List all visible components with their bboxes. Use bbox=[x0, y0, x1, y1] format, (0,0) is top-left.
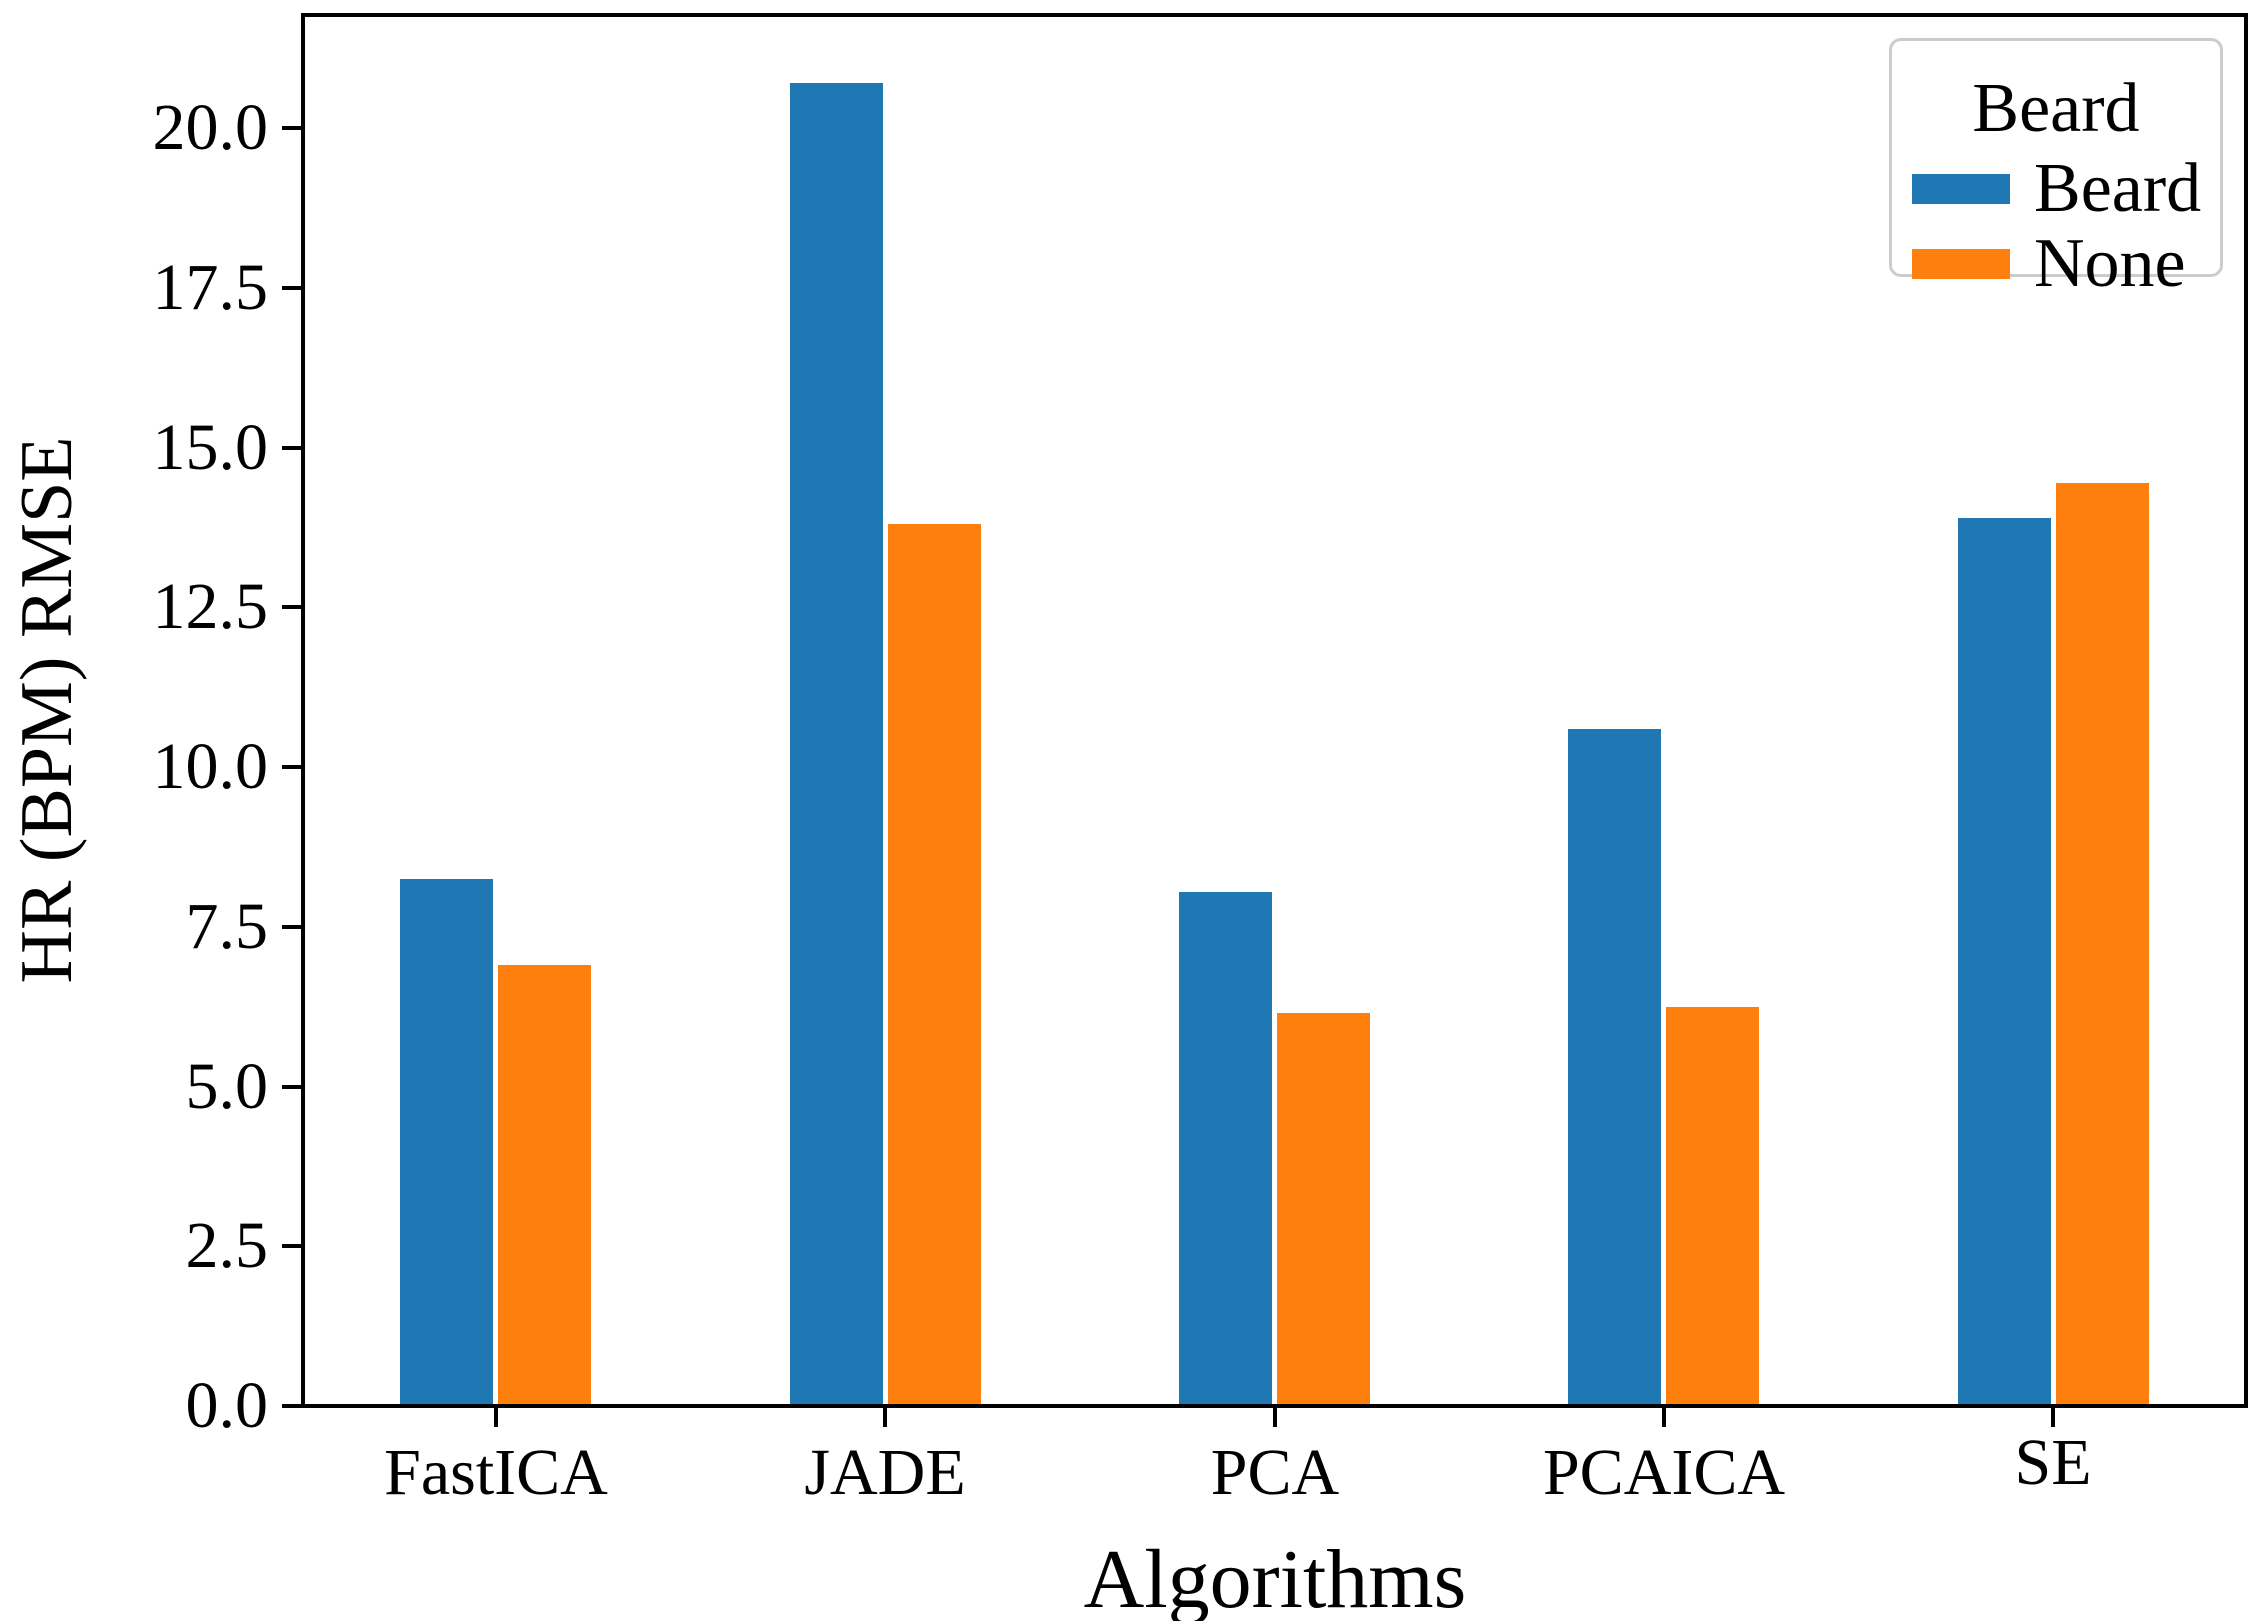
y-tick-mark bbox=[282, 925, 302, 929]
bar-jade-none bbox=[888, 524, 981, 1406]
bar-pcaica-beard bbox=[1568, 729, 1661, 1406]
y-tick-mark bbox=[282, 1085, 302, 1089]
bar-pca-beard bbox=[1179, 892, 1272, 1406]
y-tick-mark bbox=[282, 1404, 302, 1408]
y-tick-mark bbox=[282, 1244, 302, 1248]
y-tick-mark bbox=[282, 765, 302, 769]
x-tick-mark bbox=[2051, 1406, 2055, 1427]
x-tick-mark bbox=[494, 1406, 498, 1427]
legend-box: Beard Beard None bbox=[1889, 38, 2223, 299]
legend-entry-label: Beard bbox=[2034, 150, 2202, 227]
y-axis-label: HR (BPM) RMSE bbox=[6, 436, 88, 984]
y-tick-label: 2.5 bbox=[185, 1209, 269, 1282]
legend-entry-beard: Beard bbox=[1912, 154, 2201, 224]
y-tick-label: 15.0 bbox=[152, 411, 269, 484]
bar-pcaica-none bbox=[1666, 1007, 1759, 1406]
legend-entry-none: None bbox=[1912, 229, 2186, 299]
bar-se-none bbox=[2056, 483, 2149, 1406]
x-tick-label-se: SE bbox=[2014, 1426, 2092, 1499]
x-tick-mark bbox=[883, 1406, 887, 1427]
y-tick-label: 10.0 bbox=[152, 730, 269, 803]
y-tick-label: 12.5 bbox=[152, 570, 269, 643]
x-tick-label-fastica: FastICA bbox=[384, 1436, 608, 1509]
bar-se-beard bbox=[1958, 518, 2051, 1406]
y-tick-mark bbox=[282, 605, 302, 609]
x-tick-label-pca: PCA bbox=[1210, 1436, 1340, 1509]
legend-entry-label: None bbox=[2034, 225, 2186, 302]
bar-pca-none bbox=[1277, 1013, 1370, 1406]
bar-fastica-none bbox=[498, 965, 591, 1406]
bar-fastica-beard bbox=[400, 879, 493, 1406]
x-tick-mark bbox=[1273, 1406, 1277, 1427]
none-series-swatch bbox=[1912, 249, 2010, 279]
y-tick-label: 5.0 bbox=[185, 1050, 269, 1123]
y-tick-mark bbox=[282, 446, 302, 450]
x-tick-label-jade: JADE bbox=[804, 1436, 966, 1509]
x-tick-mark bbox=[1662, 1406, 1666, 1427]
y-tick-label: 7.5 bbox=[185, 890, 269, 963]
x-axis-label: Algorithms bbox=[1083, 1533, 1467, 1621]
y-tick-mark bbox=[282, 126, 302, 130]
legend-title: Beard bbox=[1972, 70, 2140, 147]
y-tick-label: 0.0 bbox=[185, 1369, 269, 1442]
bar-jade-beard bbox=[790, 83, 883, 1406]
y-tick-label: 17.5 bbox=[152, 251, 269, 324]
y-tick-label: 20.0 bbox=[152, 91, 269, 164]
beard-series-swatch bbox=[1912, 174, 2010, 204]
x-tick-label-pcaica: PCAICA bbox=[1542, 1436, 1786, 1509]
y-tick-mark bbox=[282, 286, 302, 290]
